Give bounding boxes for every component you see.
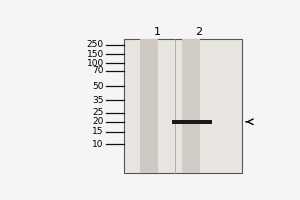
Bar bbox=[124, 39, 242, 173]
Bar bbox=[140, 39, 158, 173]
Text: 100: 100 bbox=[86, 59, 104, 68]
Text: 15: 15 bbox=[92, 127, 104, 136]
Text: 1: 1 bbox=[154, 27, 161, 37]
Bar bbox=[182, 39, 200, 173]
Text: 50: 50 bbox=[92, 82, 104, 91]
Text: 250: 250 bbox=[87, 40, 104, 49]
Text: 10: 10 bbox=[92, 140, 104, 149]
Text: 70: 70 bbox=[92, 66, 104, 75]
Text: 150: 150 bbox=[86, 50, 104, 59]
Bar bbox=[172, 120, 212, 124]
Text: 20: 20 bbox=[92, 117, 104, 126]
Text: 2: 2 bbox=[196, 27, 203, 37]
Text: 35: 35 bbox=[92, 96, 104, 105]
Text: 25: 25 bbox=[92, 108, 104, 117]
